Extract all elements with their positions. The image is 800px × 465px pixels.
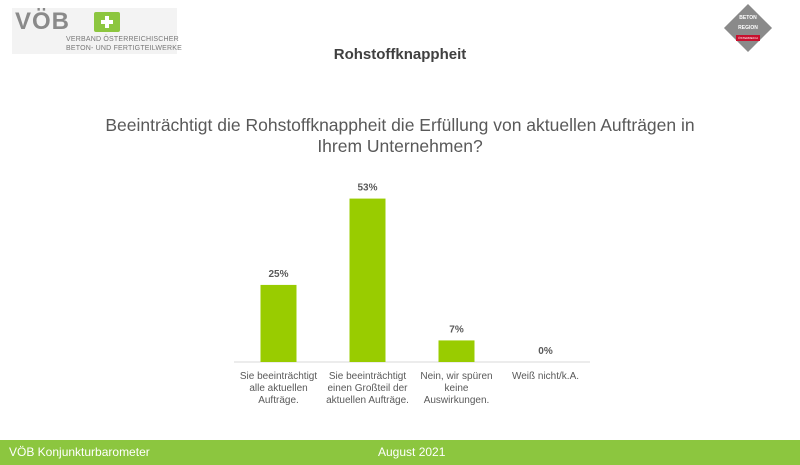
- footer-bar: VÖB Konjunkturbarometer August 2021: [0, 440, 800, 465]
- bar-0: [260, 284, 297, 362]
- category-label-0: Sie beeinträchtigt alle aktuellen Aufträge…: [240, 371, 317, 406]
- badge-red-stripe: ÖSTERREICH: [736, 35, 760, 41]
- bar-1: [349, 198, 386, 362]
- beton-region-badge: BETON REGION ÖSTERREICH: [723, 3, 781, 53]
- voeb-logo: VÖB VERBAND ÖSTERREICHISCHER BETON- UND …: [12, 8, 182, 54]
- bar-2: [438, 340, 475, 362]
- data-label-2: 7%: [449, 324, 464, 335]
- plus-icon: [94, 12, 120, 32]
- logo-subtitle-line1: VERBAND ÖSTERREICHISCHER: [66, 36, 179, 43]
- footer-date: August 2021: [378, 445, 446, 459]
- logo-wordmark: VÖB: [15, 8, 71, 35]
- category-label-2: Nein, wir spüren keine Auswirkungen.: [420, 371, 492, 406]
- footer-title: VÖB Konjunkturbarometer: [9, 445, 150, 459]
- badge-text-beton: BETON: [739, 15, 757, 21]
- logo-subtitle-line2: BETON- UND FERTIGTEILWERKE: [66, 45, 183, 52]
- category-label-1: Sie beeinträchtigt einen Großteil der aktu…: [326, 371, 409, 406]
- data-label-3: 0%: [538, 346, 553, 357]
- badge-text-region: REGION: [738, 25, 758, 31]
- section-title: Rohstoffknappheit: [333, 46, 467, 63]
- category-label-3: Weiß nicht/k.A.: [512, 371, 579, 382]
- bar-chart: 25% Sie beeinträchtigt alle aktuellen Auftr…: [234, 183, 590, 406]
- data-label-0: 25%: [268, 269, 288, 280]
- data-label-1: 53%: [357, 183, 377, 194]
- chart-title: Beeinträchtigt die Rohstoffknappheit die…: [105, 115, 695, 156]
